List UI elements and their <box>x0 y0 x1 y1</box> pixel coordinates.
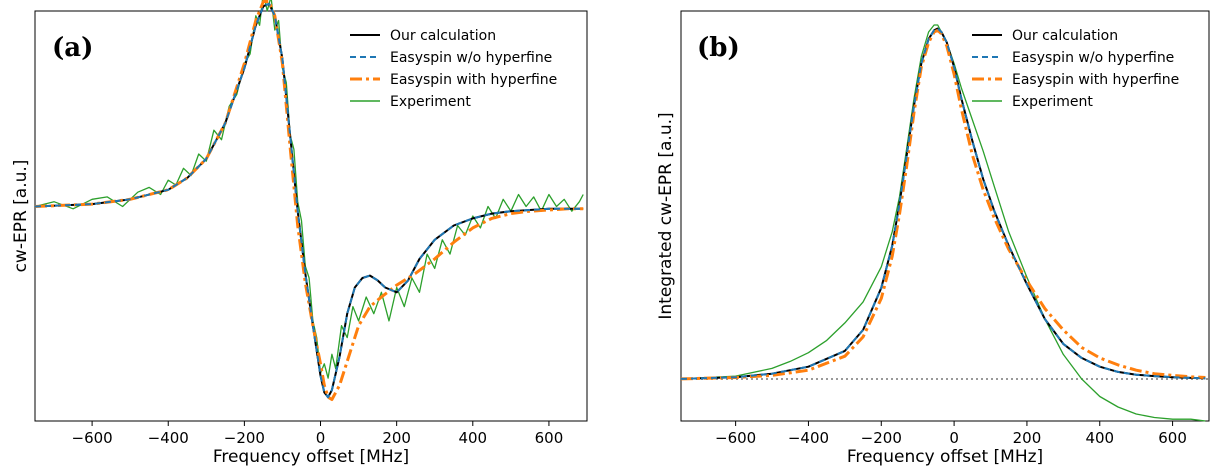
panelb-legend-label-easyspin-w-o-hyperfine: Easyspin w/o hyperfine <box>1012 50 1174 66</box>
panel-a-x-axis-title: Frequency offset [MHz] <box>213 447 409 467</box>
panelb-x-tick-label: −600 <box>715 429 756 447</box>
panelb-legend-label-easyspin-with-hyperfine: Easyspin with hyperfine <box>1012 72 1179 88</box>
panela-x-tick-label: 200 <box>382 429 411 447</box>
panel-b-x-ticks: −600 −400 −200 0 200 400 600 <box>715 421 1187 447</box>
panel-a: −600 −400 −200 0 200 400 600 (a) Frequency off… <box>11 0 588 467</box>
panela-x-tick-label: −600 <box>72 429 113 447</box>
panel-b: −600 −400 −200 0 200 400 600 (b) Frequency off… <box>656 10 1210 467</box>
panela-x-tick-label: −400 <box>148 429 189 447</box>
panelb-x-tick-label: −400 <box>788 429 829 447</box>
panela-x-tick-label: 400 <box>458 429 487 447</box>
panela-legend-label-easyspin-w-o-hyperfine: Easyspin w/o hyperfine <box>390 50 552 66</box>
panel-a-x-ticks: −600 −400 −200 0 200 400 600 <box>72 421 564 447</box>
panelb-legend-label-our-calculation: Our calculation <box>1012 28 1118 44</box>
panel-b-y-axis-title: Integrated cw-EPR [a.u.] <box>656 112 676 319</box>
panelb-series-easyspin-w-o-hyperfine <box>680 27 1206 380</box>
panelb-x-tick-label: 600 <box>1158 429 1187 447</box>
panel-b-curves <box>680 24 1206 422</box>
panel-a-curves <box>34 0 584 401</box>
panel-b-legend: Our calculation Easyspin w/o hyperfine Eas… <box>972 28 1179 110</box>
panelb-legend-label-experiment: Experiment <box>1012 94 1093 110</box>
panel-b-x-axis-title: Frequency offset [MHz] <box>847 447 1043 467</box>
panela-x-tick-label: 600 <box>535 429 564 447</box>
panelb-x-tick-label: 0 <box>949 429 959 447</box>
panela-x-tick-label: −200 <box>224 429 265 447</box>
panel-a-y-axis-title: cw-EPR [a.u.] <box>11 160 31 273</box>
panelb-series-easyspin-with-hyperfine <box>680 28 1206 381</box>
panela-series-easyspin-w-o-hyperfine <box>34 2 584 399</box>
panelb-x-tick-label: 400 <box>1085 429 1114 447</box>
panela-legend-label-our-calculation: Our calculation <box>390 28 496 44</box>
panel-b-plot-frame <box>680 10 1210 422</box>
panel-b-label: (b) <box>697 33 740 63</box>
panel-a-plot-frame <box>34 10 588 422</box>
panel-a-legend: Our calculation Easyspin w/o hyperfine Eas… <box>350 28 557 110</box>
panela-x-tick-label: 0 <box>316 429 326 447</box>
panela-legend-label-experiment: Experiment <box>390 94 471 110</box>
panelb-x-tick-label: −200 <box>861 429 902 447</box>
panel-a-label: (a) <box>52 33 93 63</box>
panela-legend-label-easyspin-with-hyperfine: Easyspin with hyperfine <box>390 72 557 88</box>
panelb-x-tick-label: 200 <box>1013 429 1042 447</box>
